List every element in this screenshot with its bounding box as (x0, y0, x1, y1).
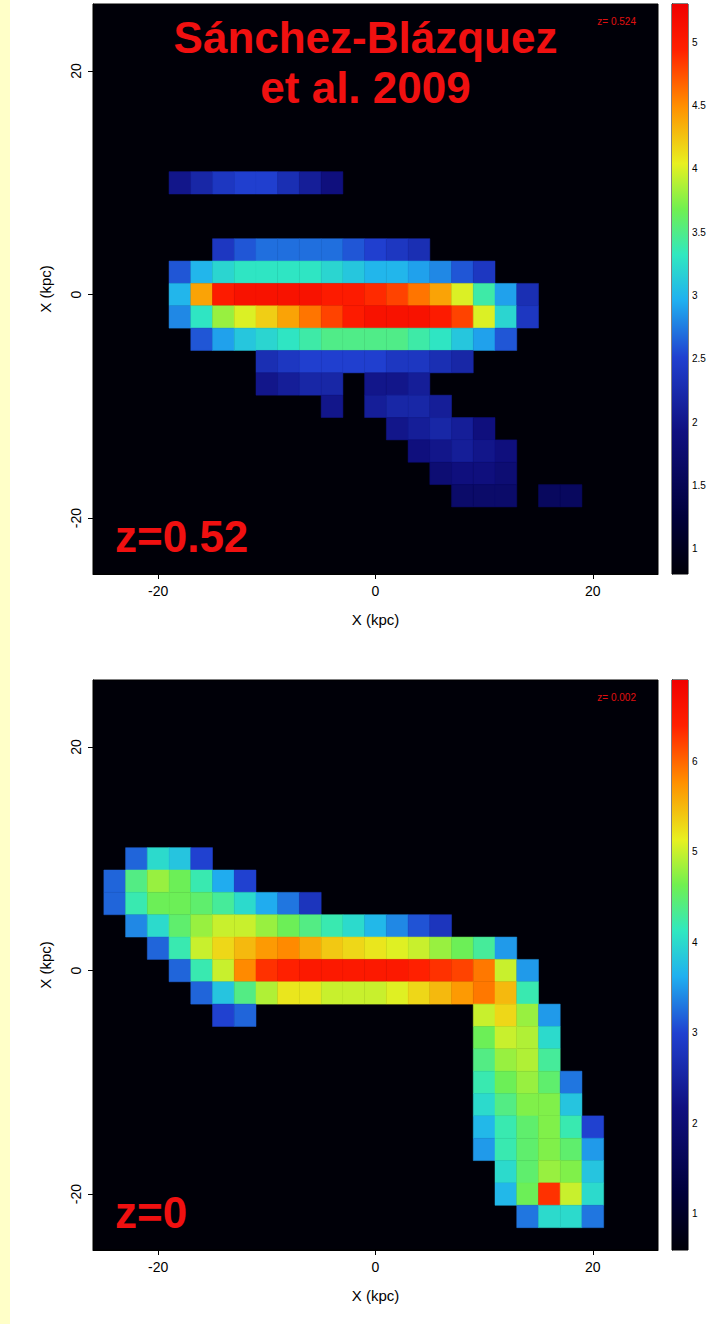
svg-text:0: 0 (68, 290, 84, 298)
svg-text:2: 2 (692, 417, 698, 428)
svg-text:-20: -20 (68, 508, 84, 528)
svg-text:X (kpc): X (kpc) (352, 1287, 400, 1304)
svg-text:z=0: z=0 (115, 1188, 187, 1237)
svg-text:2: 2 (692, 1118, 698, 1129)
svg-text:5: 5 (692, 37, 698, 48)
svg-text:20: 20 (68, 63, 84, 79)
svg-text:z=0.52: z=0.52 (115, 512, 248, 561)
svg-text:X (kpc): X (kpc) (37, 265, 54, 313)
svg-text:-20: -20 (148, 583, 168, 599)
svg-text:4: 4 (692, 937, 698, 948)
svg-text:z= 0.524: z= 0.524 (597, 16, 636, 27)
svg-text:3: 3 (692, 1027, 698, 1038)
svg-text:4.5: 4.5 (692, 100, 706, 111)
svg-text:Sánchez-Blázquez: Sánchez-Blázquez (174, 13, 558, 62)
svg-text:z= 0.002: z= 0.002 (597, 692, 636, 703)
svg-text:20: 20 (585, 1259, 601, 1275)
svg-text:1: 1 (692, 1208, 698, 1219)
svg-text:1: 1 (692, 543, 698, 554)
svg-text:6: 6 (692, 756, 698, 767)
svg-text:3: 3 (692, 290, 698, 301)
svg-text:0: 0 (68, 966, 84, 974)
svg-text:5: 5 (692, 846, 698, 857)
svg-text:0: 0 (372, 1259, 380, 1275)
svg-text:1.5: 1.5 (692, 480, 706, 491)
svg-text:-20: -20 (148, 1259, 168, 1275)
svg-text:et al. 2009: et al. 2009 (260, 63, 470, 112)
svg-text:X (kpc): X (kpc) (352, 611, 400, 628)
svg-text:2.5: 2.5 (692, 353, 706, 364)
svg-text:20: 20 (585, 583, 601, 599)
svg-text:X (kpc): X (kpc) (37, 941, 54, 989)
svg-text:-20: -20 (68, 1184, 84, 1204)
svg-text:4: 4 (692, 163, 698, 174)
svg-text:20: 20 (68, 739, 84, 755)
svg-text:3.5: 3.5 (692, 227, 706, 238)
svg-text:0: 0 (372, 583, 380, 599)
